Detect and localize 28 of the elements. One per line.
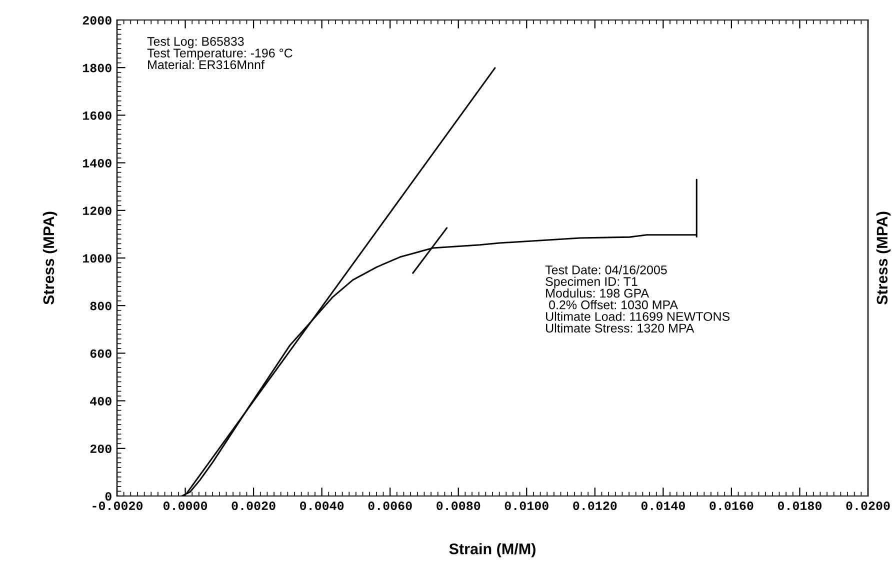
x-axis-title: Strain (M/M) [449,543,536,558]
y-tick-label: 1000 [82,254,112,263]
y-tick-label: 1400 [82,158,112,168]
x-tick-label: 0.0200 [846,502,890,510]
y-tick-label: 800 [90,302,112,310]
annotation: Test Date: 04/16/2005 Specimen ID: T1 Modulus: 198 GPA 0.2% Offset: 1030 MPA Ultimate Load: 11699 NEWTONS Ultimate Stress: 1320 MPA [545,265,730,333]
y2-axis-title: Stress (MPA) [876,212,891,305]
y-tick-label: 400 [90,396,112,406]
y-tick-label: 1600 [82,111,112,120]
x-tick-label: 0.0080 [436,502,480,510]
x-tick-label: 0.0140 [641,502,685,510]
x-tick-label: 0.0060 [368,502,412,510]
x-tick-label: 0.0000 [163,502,208,510]
x-tick-label: 0.0160 [710,502,754,510]
x-tick-label: 0.0120 [573,502,617,510]
y-tick-label: 0 [105,492,112,501]
y-tick-label: 200 [90,444,112,454]
y-axis-title: Stress (MPA) [42,212,58,305]
y-tick-label: 600 [90,349,112,358]
x-tick-label: -0.0020 [92,502,143,510]
y-tick-label: 2000 [82,16,112,25]
annotation: Test Log: B65833 Test Temperature: -196 °C Material: ER316Mnnf [147,36,292,70]
y-tick-label: 1200 [82,206,112,216]
y-tick-label: 1800 [82,64,112,72]
x-tick-label: 0.0040 [300,502,344,510]
x-tick-label: 0.0100 [504,502,548,510]
x-tick-label: 0.0020 [232,502,276,510]
x-tick-label: 0.0180 [778,502,822,510]
